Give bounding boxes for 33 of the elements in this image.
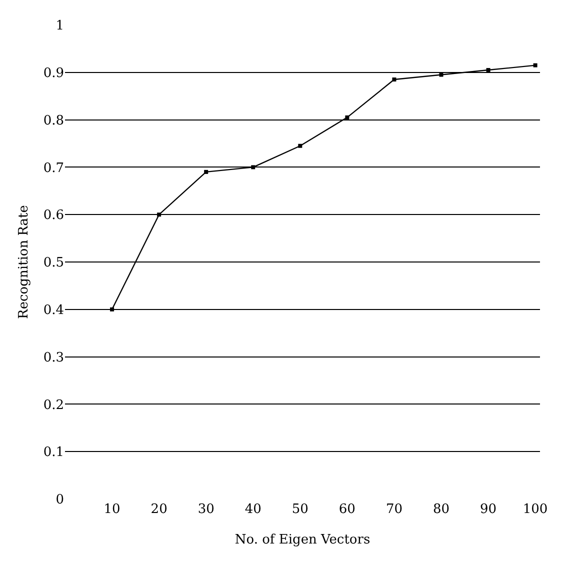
point: [157, 212, 162, 217]
x-tick-label: 80: [432, 502, 450, 517]
x-tick-label: 60: [338, 502, 356, 517]
y-tick-label: 1: [56, 18, 64, 34]
y-tick-label: 0.3: [43, 350, 64, 366]
y-tick-label: 0.2: [43, 398, 64, 413]
x-tick-label: 90: [480, 502, 497, 517]
point: [204, 170, 208, 174]
y-tick-label: 0.8: [43, 113, 64, 128]
y-tick-label: 0.1: [43, 445, 64, 460]
x-axis-title: No. of Eigen Vectors: [234, 532, 370, 548]
y-tick-label: 0.4: [43, 302, 64, 318]
point: [110, 307, 114, 312]
y-tick-label: 0.9: [43, 66, 64, 81]
point: [486, 68, 490, 72]
point: [345, 115, 350, 120]
x-tick-label: 20: [150, 502, 168, 517]
y-tick-label: 0.6: [43, 208, 64, 224]
point: [439, 72, 444, 77]
point: [251, 165, 256, 170]
x-tick-label: 50: [292, 502, 308, 517]
x-tick-label: 30: [198, 502, 214, 517]
x-tick-label: 100: [522, 502, 548, 517]
point: [298, 144, 302, 148]
x-tick-label: 10: [104, 502, 120, 517]
y-tick-label: 0.7: [43, 160, 64, 176]
y-axis-title: Recognition Rate: [16, 204, 32, 319]
point: [392, 78, 396, 82]
x-tick-label: 70: [386, 502, 402, 517]
x-tick-label: 40: [244, 502, 262, 517]
y-tick-label: 0: [56, 492, 64, 508]
y-tick-label: 0.5: [43, 256, 64, 271]
point: [533, 63, 538, 68]
